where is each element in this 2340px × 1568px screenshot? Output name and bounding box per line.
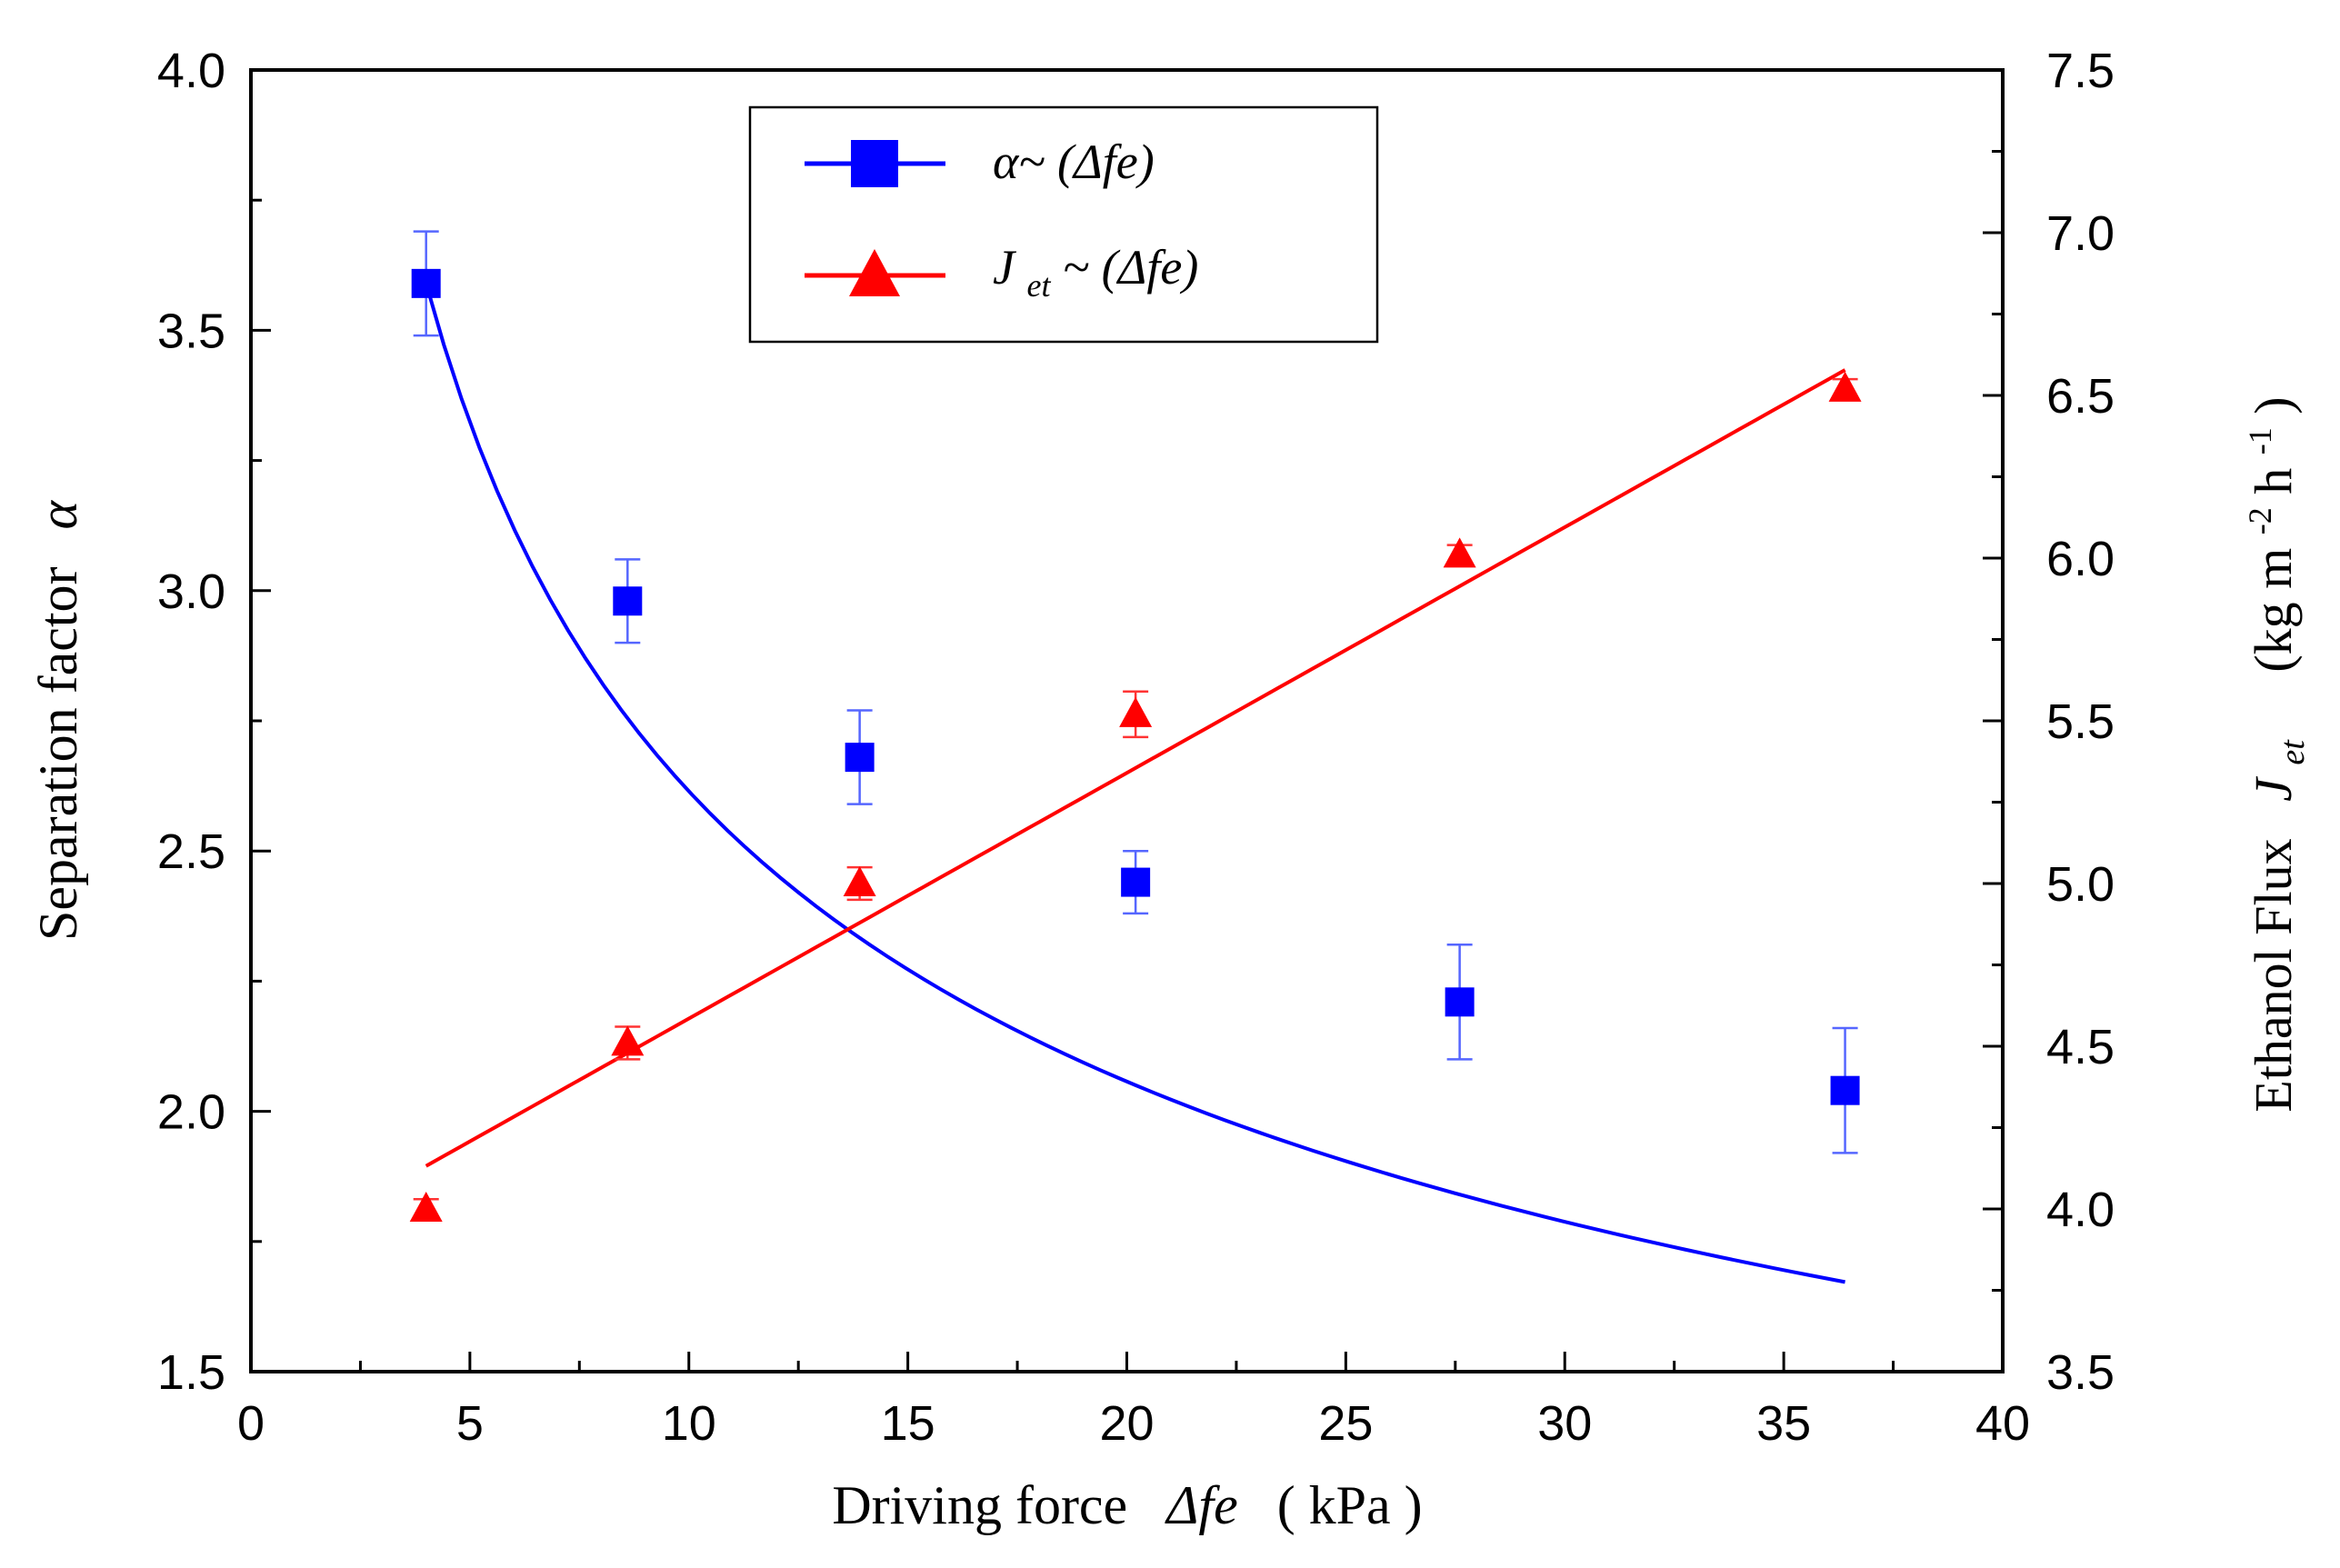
marker-series-0 bbox=[845, 743, 875, 773]
y-right-axis-unit-sup1: -2 bbox=[2242, 507, 2278, 534]
fit-line-series-1 bbox=[425, 368, 1846, 1168]
y-right-tick-label: 4.5 bbox=[2046, 1020, 2115, 1074]
x-tick-label: 25 bbox=[1318, 1396, 1373, 1451]
y-right-tick-label: 6.0 bbox=[2046, 532, 2115, 586]
marker-series-1 bbox=[611, 1025, 645, 1056]
legend-alpha-marker bbox=[851, 140, 898, 187]
marker-series-0 bbox=[1830, 1075, 1860, 1105]
y-right-tick-label: 4.0 bbox=[2046, 1183, 2115, 1237]
legend-alpha-label: α~ (Δfe) bbox=[993, 135, 1155, 189]
y-left-tick-label: 1.5 bbox=[157, 1345, 225, 1400]
x-axis-title: Driving force Δfe ( kPa ) bbox=[832, 1475, 1422, 1535]
x-tick-label: 10 bbox=[662, 1396, 716, 1451]
y-right-axis-unit-sup2: -1 bbox=[2242, 427, 2278, 454]
x-axis: 0 5 10 15 20 25 30 35 40 bbox=[237, 1352, 2030, 1451]
x-tick-label: 0 bbox=[237, 1396, 265, 1451]
y-left-axis-title: Separation factor α bbox=[28, 500, 88, 941]
x-axis-unit: ( kPa ) bbox=[1277, 1475, 1423, 1535]
markers bbox=[409, 268, 1862, 1222]
y-left-axis: 1.5 2.0 2.5 3.0 3.5 4.0 bbox=[157, 44, 271, 1400]
legend-flux-label: J et ~ (Δfe) bbox=[993, 240, 1198, 307]
x-tick-label: 5 bbox=[456, 1396, 484, 1451]
marker-series-0 bbox=[1121, 867, 1151, 897]
x-axis-label: Driving force bbox=[832, 1475, 1127, 1535]
y-right-axis-unit-mid: h bbox=[2244, 468, 2303, 494]
y-right-axis-symbol-sub: et bbox=[2274, 739, 2312, 765]
legend-flux-label-sub: et bbox=[1026, 267, 1051, 304]
y-right-axis-title: Ethanol Flux J et (kg m -2 h -1 ) bbox=[2224, 396, 2315, 1112]
marker-series-1 bbox=[843, 866, 876, 896]
x-tick-label: 40 bbox=[1975, 1396, 2030, 1451]
fit-lines bbox=[424, 283, 1846, 1284]
y-left-tick-label: 3.5 bbox=[157, 304, 225, 358]
y-right-axis-label: Ethanol Flux bbox=[2244, 838, 2303, 1112]
y-right-axis: 3.5 4.0 4.5 5.0 5.5 6.0 6.5 7.0 7.5 bbox=[1983, 44, 2115, 1400]
y-right-axis-symbol: J bbox=[2244, 775, 2303, 802]
legend-entry-flux: J et ~ (Δfe) bbox=[805, 240, 1198, 307]
legend-flux-label-rest: ~ (Δfe) bbox=[1063, 240, 1198, 295]
y-right-tick-label: 7.5 bbox=[2046, 44, 2115, 98]
legend-entry-alpha: α~ (Δfe) bbox=[805, 135, 1155, 189]
x-tick-label: 35 bbox=[1756, 1396, 1811, 1451]
marker-series-1 bbox=[1443, 537, 1476, 568]
legend-flux-marker bbox=[849, 249, 900, 296]
marker-series-0 bbox=[411, 268, 441, 298]
y-right-axis-unit-end: ) bbox=[2244, 396, 2303, 414]
y-right-tick-label: 3.5 bbox=[2046, 1345, 2115, 1400]
marker-series-1 bbox=[1119, 696, 1153, 727]
y-left-tick-label: 2.5 bbox=[157, 824, 225, 879]
x-tick-label: 20 bbox=[1099, 1396, 1154, 1451]
x-axis-symbol: Δfe bbox=[1165, 1475, 1238, 1535]
y-right-tick-label: 6.5 bbox=[2046, 369, 2115, 424]
x-tick-label: 30 bbox=[1537, 1396, 1592, 1451]
y-right-tick-label: 5.5 bbox=[2046, 694, 2115, 749]
marker-series-1 bbox=[1828, 371, 1862, 402]
y-left-axis-symbol: α bbox=[28, 500, 88, 530]
y-right-tick-label: 7.0 bbox=[2046, 206, 2115, 261]
y-left-axis-label: Separation factor bbox=[28, 566, 88, 940]
marker-series-0 bbox=[613, 586, 643, 616]
legend-flux-label-main: J bbox=[993, 240, 1017, 295]
x-tick-label: 15 bbox=[881, 1396, 935, 1451]
y-left-tick-label: 3.0 bbox=[157, 564, 225, 619]
legend: α~ (Δfe) J et ~ (Δfe) bbox=[748, 105, 1379, 344]
fit-line-series-0 bbox=[424, 283, 1845, 1284]
y-left-tick-label: 4.0 bbox=[157, 44, 225, 98]
marker-series-0 bbox=[1445, 987, 1475, 1017]
marker-series-1 bbox=[409, 1192, 443, 1222]
y-right-tick-label: 5.0 bbox=[2046, 857, 2115, 912]
y-right-axis-unit: (kg m bbox=[2244, 548, 2303, 673]
y-left-tick-label: 2.0 bbox=[157, 1085, 225, 1140]
